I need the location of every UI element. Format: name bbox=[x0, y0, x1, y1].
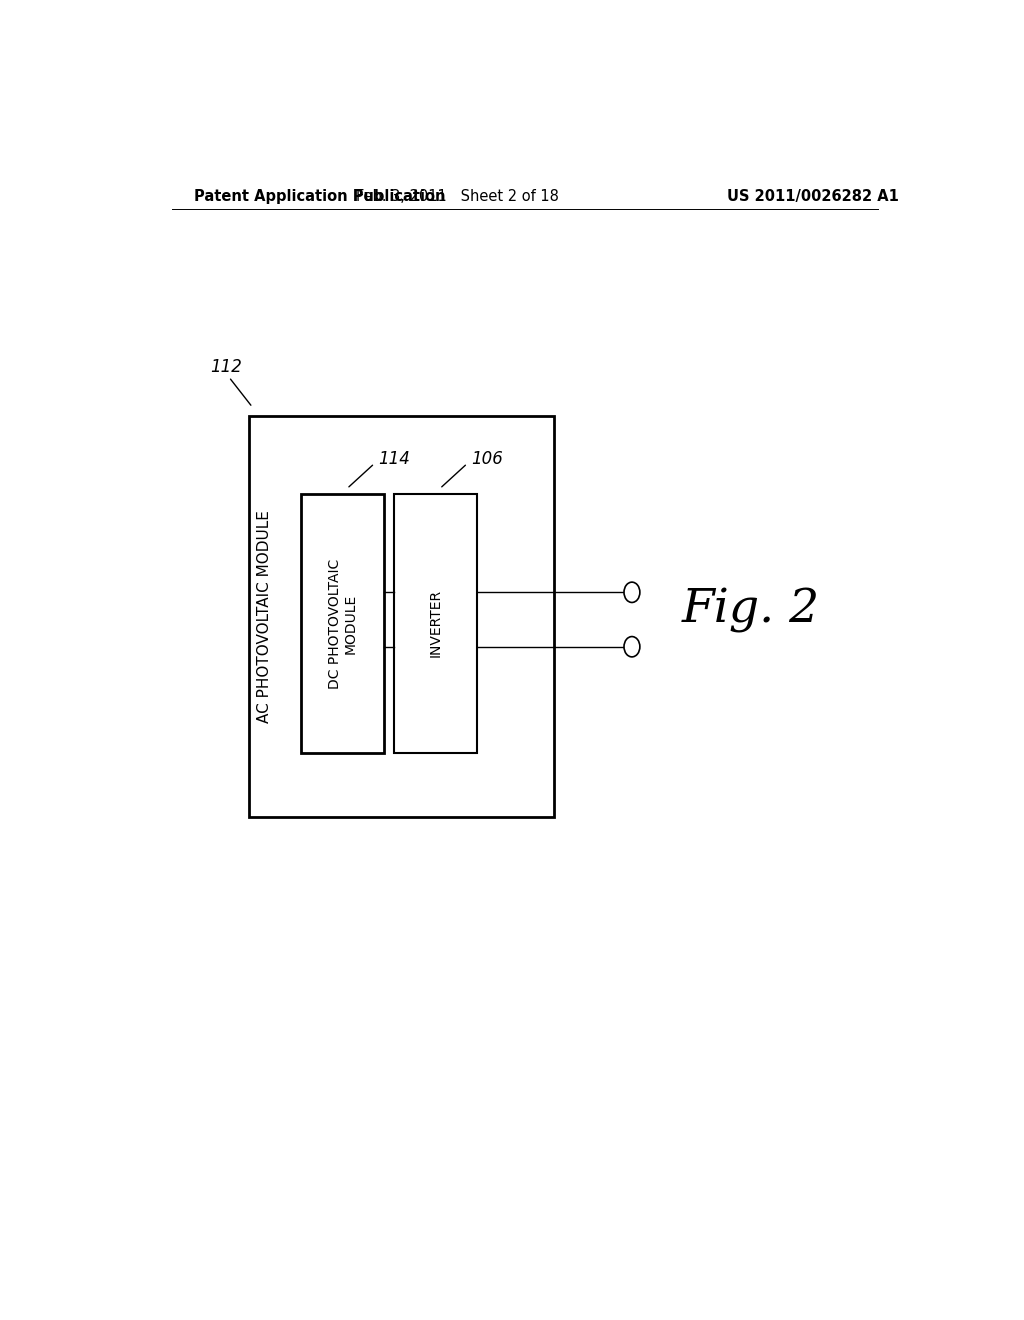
Bar bbox=[301, 494, 384, 752]
Text: AC PHOTOVOLTAIC MODULE: AC PHOTOVOLTAIC MODULE bbox=[257, 510, 272, 723]
Text: INVERTER: INVERTER bbox=[428, 589, 442, 657]
Text: US 2011/0026282 A1: US 2011/0026282 A1 bbox=[727, 189, 899, 203]
Text: 106: 106 bbox=[471, 450, 504, 469]
Bar bbox=[249, 416, 554, 817]
Text: Feb. 3, 2011   Sheet 2 of 18: Feb. 3, 2011 Sheet 2 of 18 bbox=[356, 189, 559, 203]
Text: Fig. 2: Fig. 2 bbox=[682, 589, 820, 634]
Text: Patent Application Publication: Patent Application Publication bbox=[194, 189, 445, 203]
Text: 112: 112 bbox=[211, 358, 243, 376]
Text: DC PHOTOVOLTAIC
MODULE: DC PHOTOVOLTAIC MODULE bbox=[328, 558, 357, 689]
Circle shape bbox=[624, 636, 640, 657]
Bar bbox=[394, 494, 477, 752]
Circle shape bbox=[624, 582, 640, 602]
Text: 114: 114 bbox=[379, 450, 411, 469]
